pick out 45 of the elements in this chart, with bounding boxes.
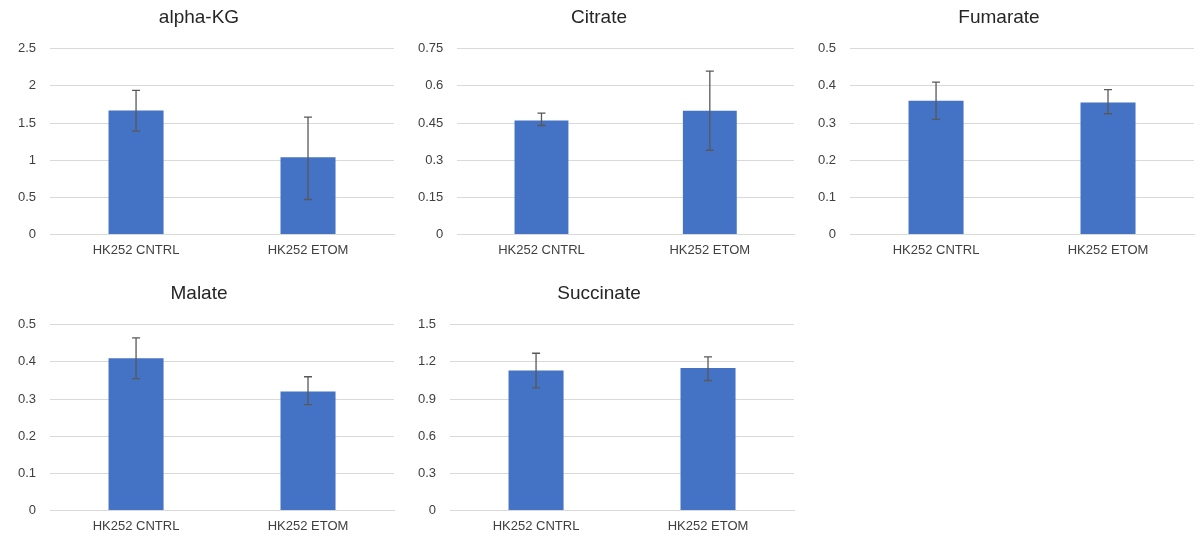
y-tick-label: 0.5 bbox=[17, 316, 37, 332]
y-tick-label: 0.3 bbox=[817, 114, 837, 130]
y-tick-label: 0 bbox=[428, 501, 437, 517]
y-tick-label: 1 bbox=[28, 151, 37, 167]
y-tick-label: 0.4 bbox=[817, 77, 837, 93]
y-tick-label: 0.3 bbox=[425, 151, 444, 167]
y-tick-label: 0.3 bbox=[17, 390, 37, 406]
y-tick-label: 0.5 bbox=[817, 40, 837, 56]
y-tick-label: 0.9 bbox=[417, 390, 437, 406]
y-tick-label: 0.15 bbox=[417, 188, 444, 204]
y-tick-label: 0.4 bbox=[17, 353, 37, 369]
y-tick-label: 0 bbox=[28, 501, 37, 517]
chart-title: Citrate bbox=[571, 5, 627, 27]
y-tick-label: 0.75 bbox=[417, 40, 444, 56]
x-tick-label: HK252 ETOM bbox=[669, 241, 751, 257]
x-tick-label: HK252 ETOM bbox=[267, 517, 349, 533]
chart-title: Succinate bbox=[557, 281, 641, 303]
x-tick-label: HK252 CNTRL bbox=[92, 517, 180, 533]
y-tick-label: 0.2 bbox=[817, 151, 837, 167]
y-tick-label: 1.2 bbox=[417, 353, 437, 369]
chart-title: alpha-KG bbox=[158, 5, 240, 27]
y-tick-label: 0.45 bbox=[417, 114, 444, 130]
y-tick-label: 0.1 bbox=[817, 188, 837, 204]
x-tick-label: HK252 CNTRL bbox=[892, 241, 980, 257]
y-tick-label: 0 bbox=[436, 225, 444, 241]
y-tick-label: 0.1 bbox=[17, 464, 37, 480]
y-tick-label: 0.5 bbox=[17, 188, 37, 204]
x-tick-label: HK252 ETOM bbox=[667, 517, 749, 533]
y-tick-label: 1.5 bbox=[17, 114, 37, 130]
x-tick-label: HK252 ETOM bbox=[267, 241, 349, 257]
x-tick-label: HK252 CNTRL bbox=[92, 241, 180, 257]
y-tick-label: 0 bbox=[28, 225, 37, 241]
y-tick-label: 0.6 bbox=[425, 77, 444, 93]
y-tick-label: 2.5 bbox=[17, 40, 37, 56]
y-tick-label: 0 bbox=[828, 225, 837, 241]
y-tick-label: 1.5 bbox=[417, 316, 437, 332]
x-tick-label: HK252 CNTRL bbox=[498, 241, 585, 257]
y-tick-label: 2 bbox=[28, 77, 37, 93]
x-tick-label: HK252 CNTRL bbox=[492, 517, 580, 533]
chart-title: Malate bbox=[170, 281, 228, 303]
y-tick-label: 0.3 bbox=[417, 464, 437, 480]
y-tick-label: 0.6 bbox=[417, 427, 437, 443]
x-tick-label: HK252 ETOM bbox=[1067, 241, 1149, 257]
chart-title: Fumarate bbox=[958, 5, 1040, 27]
y-tick-label: 0.2 bbox=[17, 427, 37, 443]
